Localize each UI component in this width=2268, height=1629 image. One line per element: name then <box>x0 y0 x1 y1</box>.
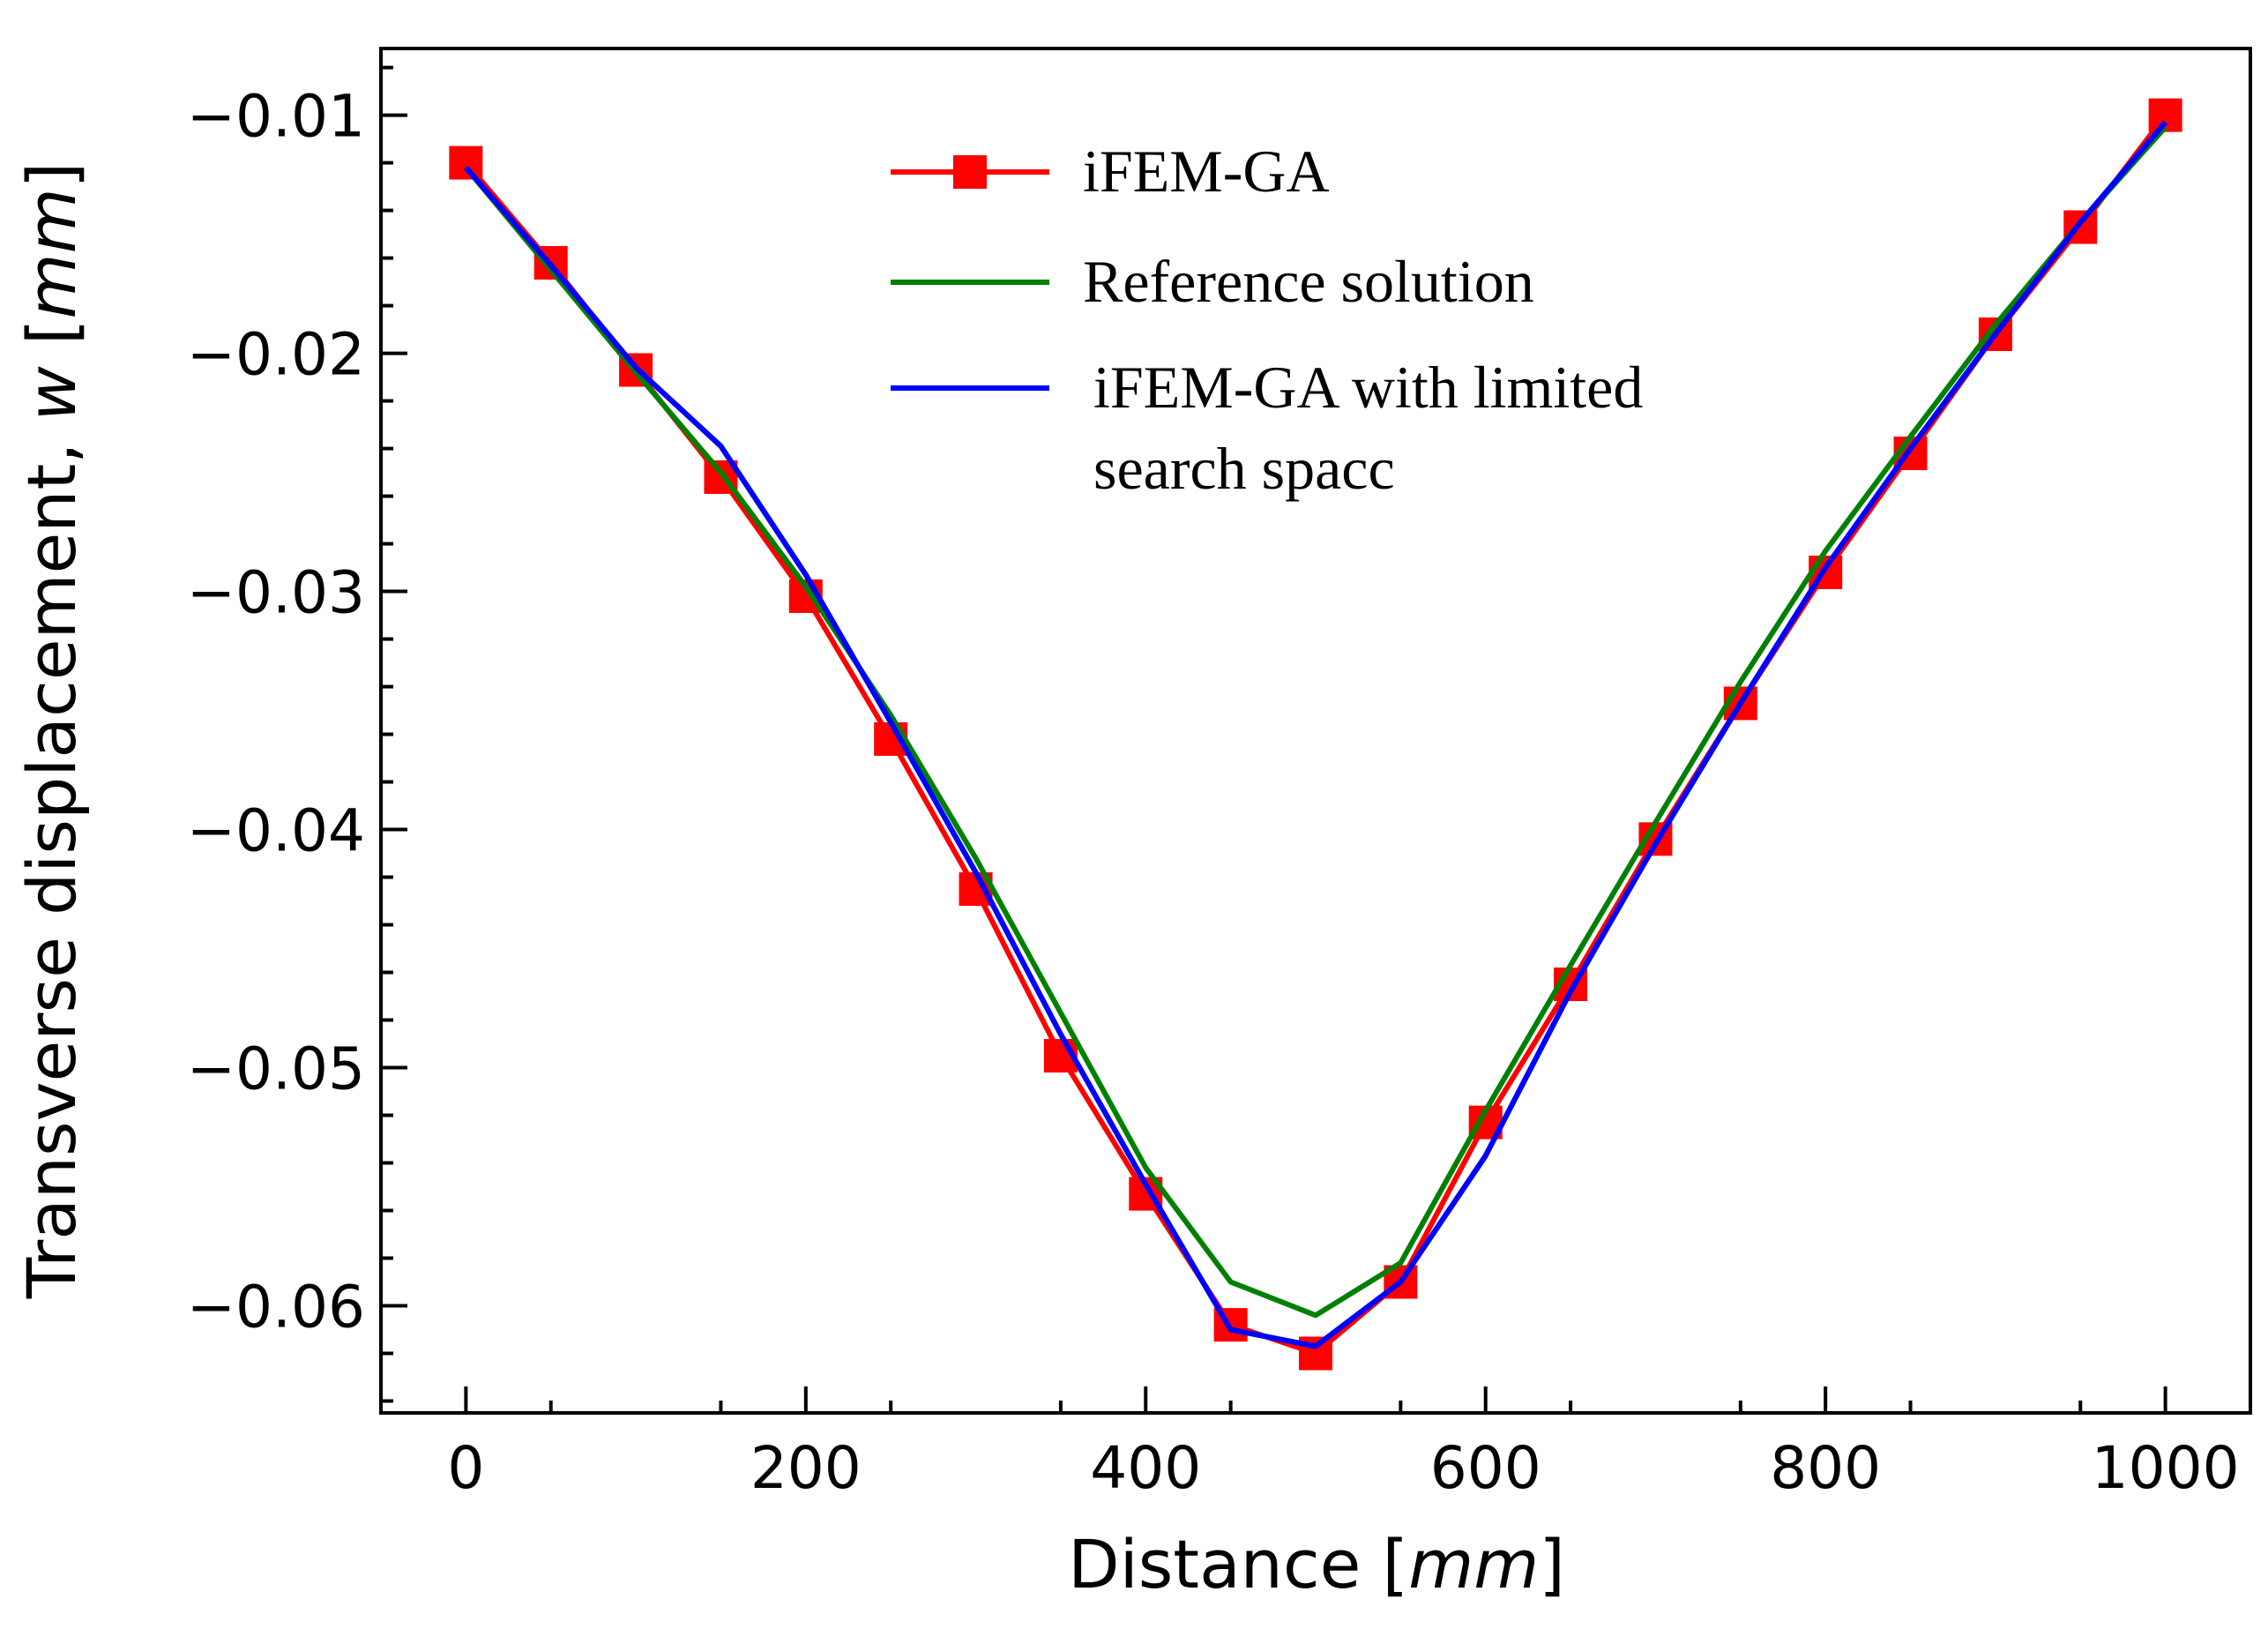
legend-label-ifem-ga: iFEM-GA <box>1083 138 1330 205</box>
y-tick-label: −0.05 <box>187 1035 365 1103</box>
y-tick-label: −0.01 <box>187 83 365 151</box>
legend-label-reference-solution: Reference solution <box>1083 248 1534 315</box>
x-tick-label: 200 <box>750 1434 862 1502</box>
x-tick-label: 400 <box>1090 1434 1201 1502</box>
legend-label-ifem-ga-with-limited-search-spacc: search spacc <box>1093 435 1395 502</box>
x-tick-label: 0 <box>447 1434 484 1502</box>
plot-frame <box>379 47 2252 1415</box>
x-tick-label: 600 <box>1430 1434 1541 1502</box>
series-line-ifem-ga-with-limited-search-spacc-top <box>464 120 2167 1349</box>
data-point-ifem-ga <box>2148 98 2182 132</box>
x-axis-label: Distance [mm] <box>1068 1525 1565 1603</box>
data-point-ifem-ga <box>449 146 483 180</box>
y-tick-label: −0.03 <box>187 559 365 627</box>
legend: iFEM-GA Reference solution iFEM-GA with li… <box>891 138 1643 502</box>
x-tick-label: 1000 <box>2092 1434 2240 1502</box>
y-tick-label: −0.06 <box>187 1274 365 1341</box>
x-tick-label: 800 <box>1770 1434 1881 1502</box>
y-tick-label: −0.02 <box>187 321 365 389</box>
axes-layer: 0 200 400 600 800 1000 −0.01 −0.02 −0.03 −0.04 −0.… <box>187 47 2252 1502</box>
legend-label-ifem-ga-with-limited-search-spacc: iFEM-GA with limited <box>1093 354 1643 421</box>
y-axis-label: Transverse displacement, w [mm] <box>12 162 91 1300</box>
series-line-reference-solution <box>464 125 2167 1319</box>
series-layer <box>449 98 2182 1371</box>
y-tick-label: −0.04 <box>187 797 365 865</box>
legend-marker-ifem-ga <box>953 155 987 189</box>
